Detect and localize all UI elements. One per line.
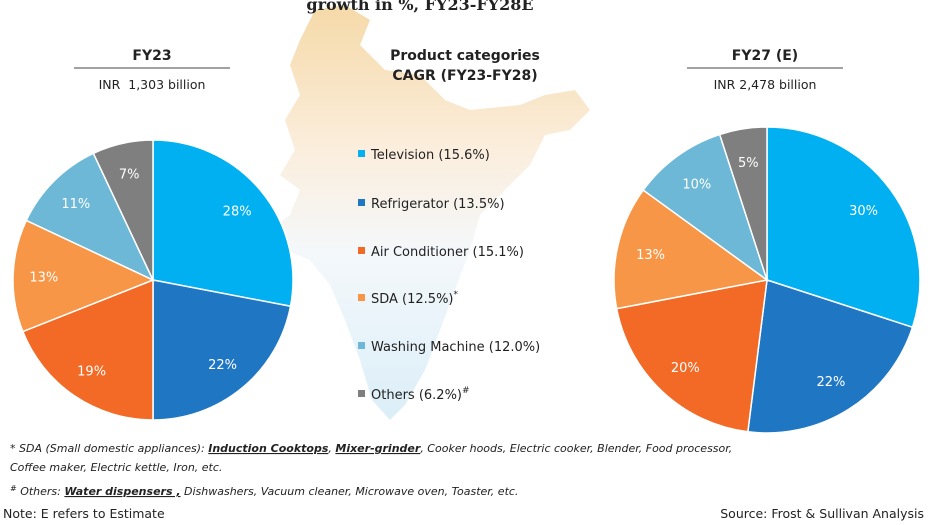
legend-swatch: [358, 199, 365, 206]
pie-title: FY27 (E): [732, 48, 798, 64]
pie-slice: [21, 278, 154, 421]
footnote-marker: *: [10, 442, 16, 455]
pie-slice: [766, 126, 921, 329]
footnote: * SDA (Small domestic appliances): Induc…: [10, 442, 732, 455]
legend-title: CAGR (FY23-FY28): [392, 68, 537, 84]
footnote-highlight: Induction Cooktops: [208, 442, 329, 455]
pie-slice: [25, 152, 155, 282]
legend-label: Air Conditioner (15.1%): [371, 245, 524, 260]
legend-swatch: [358, 342, 365, 349]
footnote-marker: #: [10, 484, 17, 493]
pie-subtitle: INR 2,478 billion: [714, 77, 817, 92]
legend-label: Refrigerator (13.5%): [371, 197, 505, 212]
legend-text: Washing Machine (12.0%): [371, 340, 540, 355]
pie-label: 19%: [77, 364, 106, 379]
pie-slice: [12, 219, 155, 333]
pie-label: 22%: [816, 375, 845, 390]
legend-text: Others (6.2%): [371, 388, 462, 403]
footer-source: Source: Frost & Sullivan Analysis: [720, 506, 924, 521]
pie-label: 20%: [671, 361, 700, 376]
india-map: [270, 5, 590, 420]
pie-label: 5%: [738, 156, 759, 171]
legend-swatch: [358, 294, 365, 301]
pie-label: 22%: [208, 358, 237, 373]
pie-label: 7%: [119, 167, 140, 182]
pie-slice: [152, 139, 294, 308]
legend-label: SDA (12.5%)*: [371, 290, 459, 307]
legend-text: Air Conditioner (15.1%): [371, 245, 524, 260]
pie-label: 10%: [682, 177, 711, 192]
pie-title: FY23: [132, 48, 171, 64]
legend-swatch: [358, 390, 365, 397]
footnote-highlight: Mixer-grinder: [335, 442, 420, 455]
footnote: # Others: Water dispensers , Dishwashers…: [10, 484, 518, 498]
legend-mark: #: [462, 386, 470, 396]
pie-slice: [615, 279, 768, 433]
pie-label: 30%: [849, 204, 878, 219]
pie-label: 11%: [61, 197, 90, 212]
pie-slice: [92, 139, 154, 281]
legend-label: Television (15.6%): [370, 148, 490, 163]
pie-slice: [746, 279, 914, 434]
footnote-text: , Cooker hoods, Electric cooker, Blender…: [420, 442, 732, 455]
header: growth in %, FY23-FY28E: [306, 0, 533, 14]
pie-subtitle: INR 1,303 billion: [99, 77, 206, 92]
footnote-text: Others:: [17, 485, 65, 498]
legend-swatch: [358, 150, 365, 157]
footnote: Coffee maker, Electric kettle, Iron, etc…: [10, 461, 222, 474]
pie-label: 28%: [223, 204, 252, 219]
pie-slice: [718, 126, 768, 281]
pie-slice: [613, 189, 769, 310]
footnote-highlight: Water dispensers ,: [64, 485, 180, 498]
pie-label: 13%: [636, 248, 665, 263]
footnote-text: SDA (Small domestic appliances):: [16, 442, 209, 455]
legend-swatch: [358, 247, 365, 254]
legend-label: Washing Machine (12.0%): [371, 340, 540, 355]
footnote-text: ,: [328, 442, 335, 455]
footnote-text: Dishwashers, Vacuum cleaner, Microwave o…: [181, 485, 519, 498]
legend-mark: *: [454, 290, 459, 300]
legend-text: SDA (12.5%): [371, 292, 454, 307]
legend-text: Television (15.6%): [370, 148, 490, 163]
legend: Product categories CAGR (FY23-FY28) Televi…: [358, 48, 540, 403]
pie-slice: [152, 279, 292, 421]
legend-text: Refrigerator (13.5%): [371, 197, 505, 212]
pie-label: 13%: [29, 271, 58, 286]
legend-title: Product categories: [390, 48, 540, 64]
footer-note: Note: E refers to Estimate: [3, 506, 165, 521]
legend-label: Others (6.2%)#: [371, 386, 470, 403]
pie-slice: [642, 133, 769, 282]
